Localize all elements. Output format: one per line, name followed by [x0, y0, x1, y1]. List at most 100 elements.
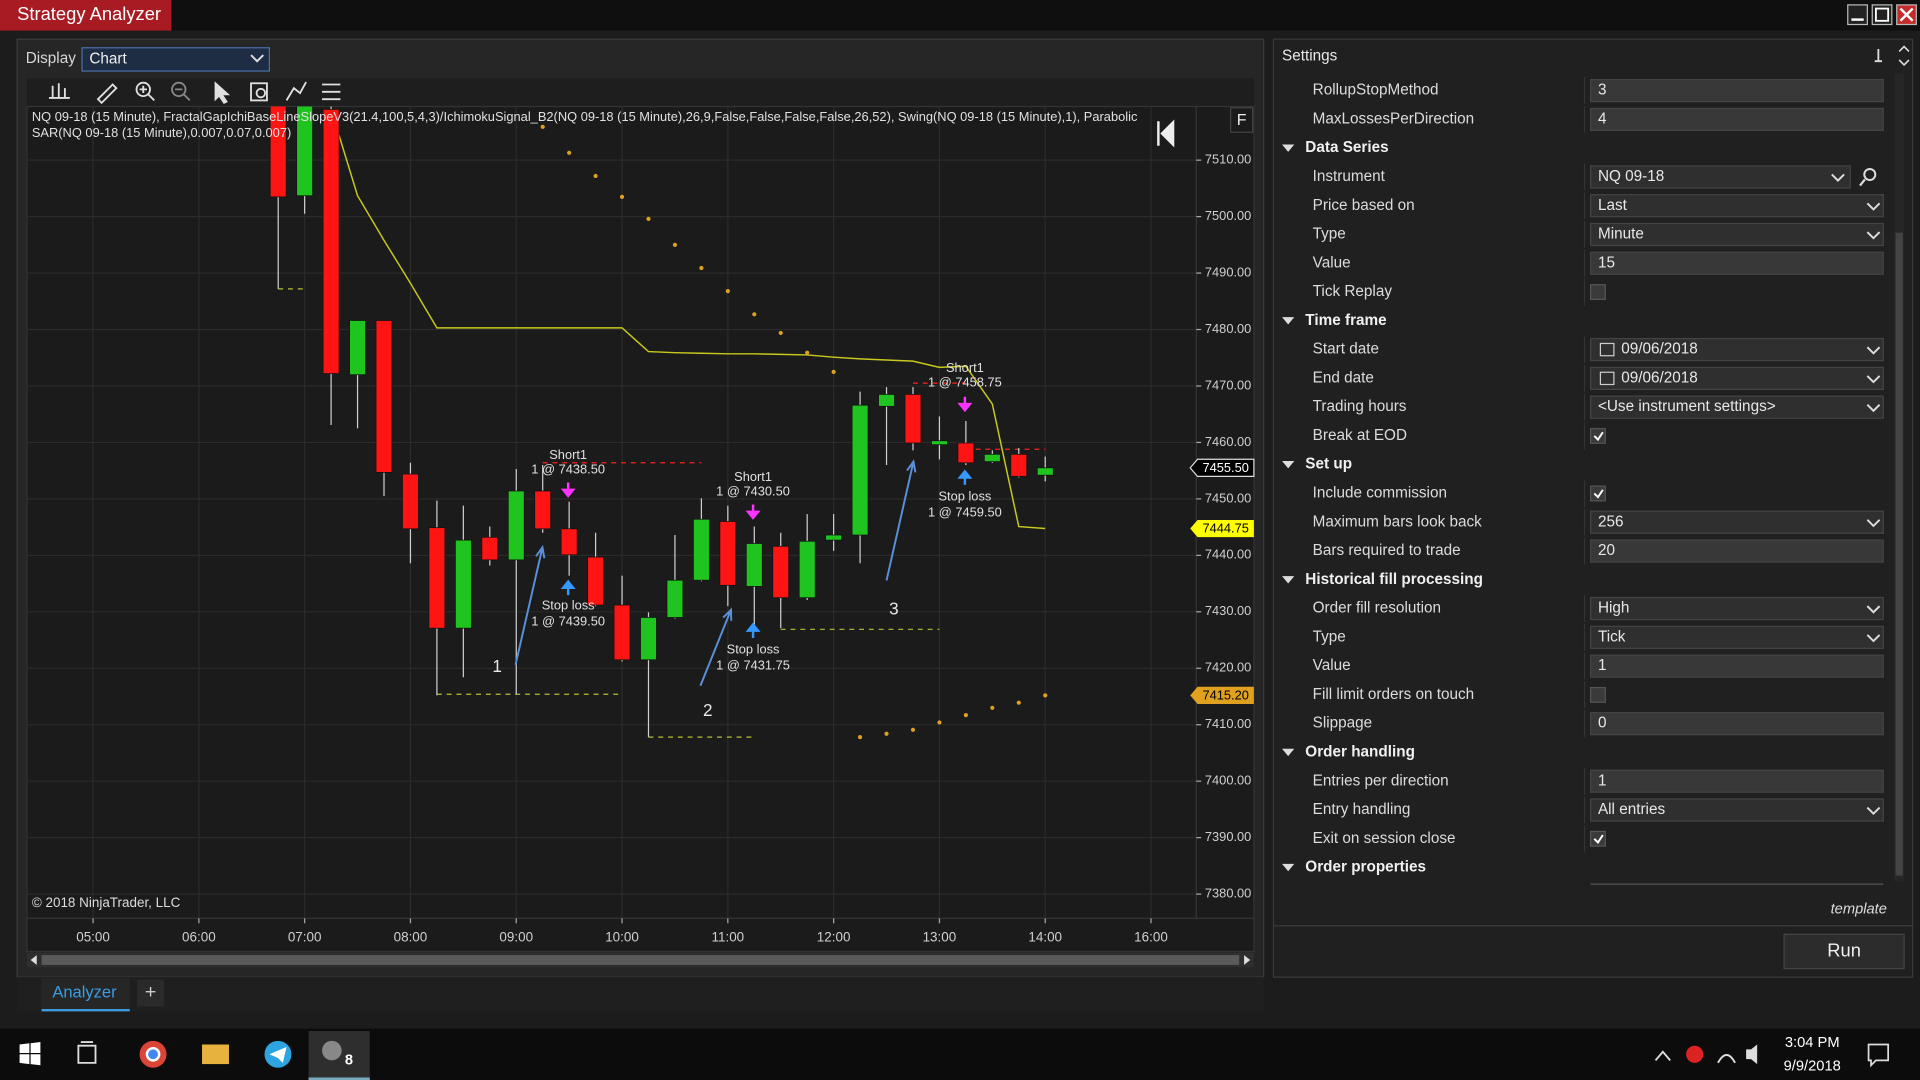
scrollbar-thumb[interactable] — [41, 955, 1240, 965]
chevron — [1866, 231, 1881, 240]
settings-scroll-thumb[interactable] — [1895, 232, 1903, 876]
setting-field[interactable] — [1590, 395, 1884, 419]
setting-field[interactable] — [1590, 712, 1884, 736]
chevron — [1866, 519, 1881, 528]
pointer-icon[interactable] — [214, 81, 231, 105]
entry-text: 1 @ 7430.50 — [716, 484, 790, 499]
template-link[interactable]: template — [1831, 902, 1887, 918]
setting-label: Fill limit orders on touch — [1313, 686, 1475, 703]
group-toggle[interactable] — [1282, 461, 1295, 469]
notification-icon[interactable] — [1867, 1043, 1890, 1068]
group-toggle[interactable] — [1282, 576, 1295, 584]
network-icon[interactable] — [1717, 1054, 1736, 1064]
setting-field[interactable] — [1590, 194, 1884, 218]
candle-body — [507, 490, 525, 561]
group-title: Order handling — [1305, 743, 1415, 760]
candle-body — [428, 527, 446, 629]
setting-field[interactable] — [1590, 78, 1884, 103]
run-button[interactable] — [1783, 933, 1905, 970]
checkbox[interactable] — [1590, 485, 1606, 502]
checkbox[interactable] — [1590, 686, 1606, 703]
setting-value: 15 — [1598, 254, 1615, 271]
minimize-button[interactable] — [1847, 4, 1868, 26]
window-title: Strategy Analyzer — [17, 3, 161, 24]
tab[interactable] — [41, 978, 130, 1012]
setting-field[interactable] — [1590, 165, 1851, 189]
title-bar — [0, 0, 1920, 31]
add-tab-button[interactable] — [137, 979, 165, 1007]
sar-dot — [990, 705, 995, 710]
group-toggle[interactable] — [1282, 144, 1295, 152]
candle-body — [322, 108, 340, 374]
group-toggle[interactable] — [1282, 317, 1295, 325]
indicator-icon[interactable] — [285, 81, 307, 101]
maximize-button[interactable] — [1871, 4, 1893, 26]
candle-body — [560, 528, 578, 556]
exit-label: Stop loss — [938, 489, 991, 504]
candle-body — [693, 518, 710, 581]
group-toggle[interactable] — [1282, 748, 1295, 757]
toolbar-icons[interactable] — [48, 81, 341, 105]
explorer-icon[interactable] — [202, 1044, 229, 1065]
group-title: Time frame — [1305, 312, 1386, 329]
data-box-icon[interactable] — [250, 82, 268, 102]
entry-arrow — [560, 482, 576, 498]
list-icon[interactable] — [322, 83, 341, 101]
x-tick-label: 07:00 — [288, 930, 322, 945]
setting-field[interactable] — [1590, 337, 1884, 362]
setting-field[interactable] — [1590, 654, 1884, 678]
annotation-arrow — [885, 459, 917, 581]
checkbox[interactable] — [1590, 830, 1606, 847]
candle-body — [878, 394, 895, 407]
clock-time: 3:04 PM — [1785, 1035, 1840, 1051]
setting-field[interactable] — [1590, 798, 1884, 822]
setting-label: Value — [1313, 254, 1351, 271]
panel-button[interactable] — [1230, 107, 1254, 133]
indicator-label-box: NQ 09-18 (15 Minute), FractalGapIchiBase… — [32, 110, 1138, 141]
checkbox[interactable] — [1590, 284, 1606, 300]
setting-field[interactable] — [1590, 222, 1884, 247]
setting-field[interactable] — [1590, 596, 1884, 621]
setting-field[interactable] — [1590, 366, 1884, 391]
start-button[interactable] — [19, 1042, 41, 1066]
trade-number: 1 — [492, 656, 502, 676]
draw-icon[interactable] — [96, 83, 118, 105]
task-view-icon[interactable] — [77, 1041, 97, 1064]
setting-value: 1 — [1598, 772, 1607, 789]
setting-field[interactable] — [1590, 539, 1884, 563]
setting-field[interactable] — [1590, 510, 1884, 534]
tray-icon[interactable] — [1686, 1045, 1704, 1063]
y-tick-label: 7390.00 — [1205, 829, 1251, 844]
settings-title: Settings — [1282, 47, 1338, 64]
tray-expand[interactable] — [1654, 1050, 1671, 1062]
search-icon[interactable] — [1863, 168, 1877, 181]
checkbox[interactable] — [1590, 427, 1606, 444]
zoom-in-icon[interactable] — [135, 81, 151, 98]
setting-field[interactable] — [1590, 251, 1884, 275]
entry-label: Short1 — [946, 360, 984, 375]
display-dropdown[interactable] — [81, 47, 270, 72]
panel-scroll-arrows[interactable] — [1898, 45, 1910, 67]
window-buttons[interactable] — [1847, 4, 1917, 26]
setting-field[interactable] — [1590, 107, 1884, 132]
tab-label: Analyzer — [52, 982, 117, 1001]
setting-field[interactable] — [1590, 769, 1884, 793]
setting-label: MaxLossesPerDirection — [1313, 110, 1475, 127]
zoom-out-icon[interactable] — [171, 81, 187, 98]
setting-value: All entries — [1598, 801, 1666, 818]
candle-body — [772, 545, 790, 599]
candle-body — [984, 453, 1001, 463]
group-toggle[interactable] — [1282, 863, 1295, 872]
chevron — [1866, 806, 1881, 816]
setting-value: 1 — [1598, 657, 1607, 674]
bars-icon[interactable] — [48, 83, 70, 99]
pin-icon[interactable] — [1874, 48, 1883, 63]
candle-body — [587, 556, 604, 606]
setting-label: RollupStopMethod — [1313, 82, 1439, 99]
y-tick-label: 7470.00 — [1205, 377, 1251, 392]
setting-field[interactable] — [1590, 625, 1884, 649]
entry-text: 1 @ 7438.50 — [531, 462, 605, 477]
price-marker — [1190, 686, 1254, 704]
scroll-end-button[interactable] — [1157, 119, 1175, 148]
